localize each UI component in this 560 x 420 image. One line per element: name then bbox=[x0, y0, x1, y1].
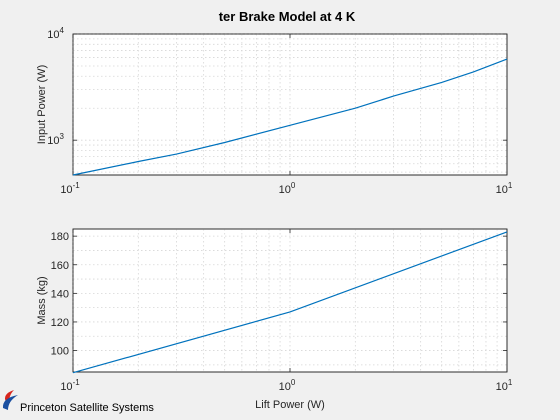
y-tick-label: 120 bbox=[51, 317, 69, 329]
x-tick-label: 100 bbox=[279, 181, 296, 196]
x-tick-label: 101 bbox=[496, 378, 513, 393]
x-tick-label: 101 bbox=[496, 181, 513, 196]
input-power-axes: 10-1 100 101 103 104 Input Power (W) bbox=[36, 26, 513, 196]
x-tick-label: 10-1 bbox=[60, 181, 80, 196]
brand-name: Princeton Satellite Systems bbox=[20, 402, 154, 414]
data-series-line bbox=[72, 231, 508, 374]
y-tick-label: 180 bbox=[51, 231, 69, 243]
y-tick-label: 104 bbox=[47, 26, 64, 41]
plot-area bbox=[72, 228, 508, 373]
y-tick-label: 103 bbox=[47, 132, 64, 147]
x-tick-label: 100 bbox=[279, 378, 296, 393]
y-tick-label: 140 bbox=[51, 288, 69, 300]
y-tick-label: 160 bbox=[51, 260, 69, 272]
x-axis-label: Lift Power (W) bbox=[255, 399, 325, 411]
y-axis-label: Input Power (W) bbox=[36, 65, 48, 144]
x-tick-label: 10-1 bbox=[60, 378, 80, 393]
data-series-line bbox=[72, 58, 508, 176]
brand-logo: Princeton Satellite Systems bbox=[2, 390, 154, 414]
y-tick-label: 100 bbox=[51, 346, 69, 358]
figure-title: ter Brake Model at 4 K bbox=[219, 9, 356, 24]
mass-axes: 10-1 100 101 100 120 140 160 180 Mass (kg) Lift P… bbox=[36, 228, 513, 411]
y-axis-label: Mass (kg) bbox=[36, 276, 48, 324]
brand-swoosh-icon bbox=[2, 390, 18, 410]
